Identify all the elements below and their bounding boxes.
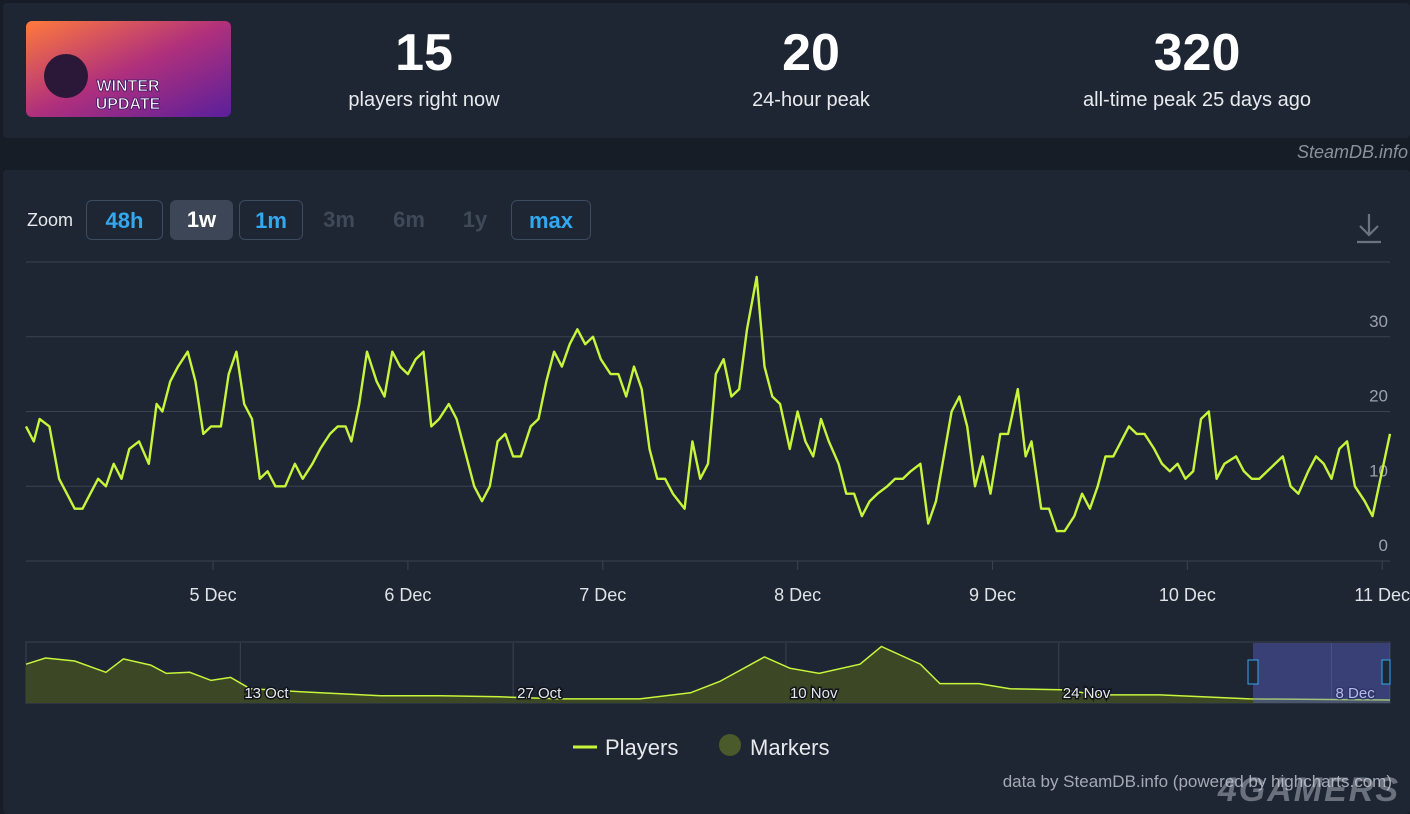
credit: data by SteamDB.info (powered by highcha… <box>1002 772 1392 791</box>
watermark: SteamDB.info <box>1296 142 1408 162</box>
download-icon[interactable] <box>1355 212 1383 244</box>
zoom-button: 3m <box>323 207 355 232</box>
stat: 15 players right now <box>244 21 604 115</box>
thumbnail-figure <box>44 54 88 98</box>
thumbnail-art: WINTER UPDATE <box>26 21 231 117</box>
thumbnail-text: WINTER <box>96 78 160 95</box>
stats-panel: WINTER UPDATE 15 players right now 20 24-h… <box>3 3 1410 138</box>
zoom-button[interactable]: 1w <box>170 200 233 240</box>
stat-label: all-time peak 25 days ago <box>1083 89 1311 111</box>
stat-value: 20 <box>782 24 840 82</box>
zoom-label: Zoom <box>27 210 74 230</box>
zoom-button: 1y <box>462 207 488 232</box>
stat-value: 15 <box>395 24 453 82</box>
stat-value: 320 <box>1153 24 1241 82</box>
stat-label: players right now <box>348 89 500 111</box>
stat: 20 24-hour peak <box>631 21 991 115</box>
brand-watermark: 4GAMERS <box>1217 771 1400 809</box>
game-thumbnail: WINTER UPDATE <box>26 21 231 117</box>
zoom-button: 6m <box>393 207 425 232</box>
thumbnail-text: UPDATE <box>96 96 161 113</box>
zoom-button[interactable]: max <box>511 200 591 240</box>
stat: 320 all-time peak 25 days ago <box>1017 21 1377 115</box>
chart-panel: Zoom 48h 1w 1m 3m 6m 1y max data by Stea… <box>3 170 1410 814</box>
stat-label: 24-hour peak <box>752 89 870 111</box>
zoom-button[interactable]: 1m <box>239 200 303 240</box>
zoom-button[interactable]: 48h <box>86 200 163 240</box>
